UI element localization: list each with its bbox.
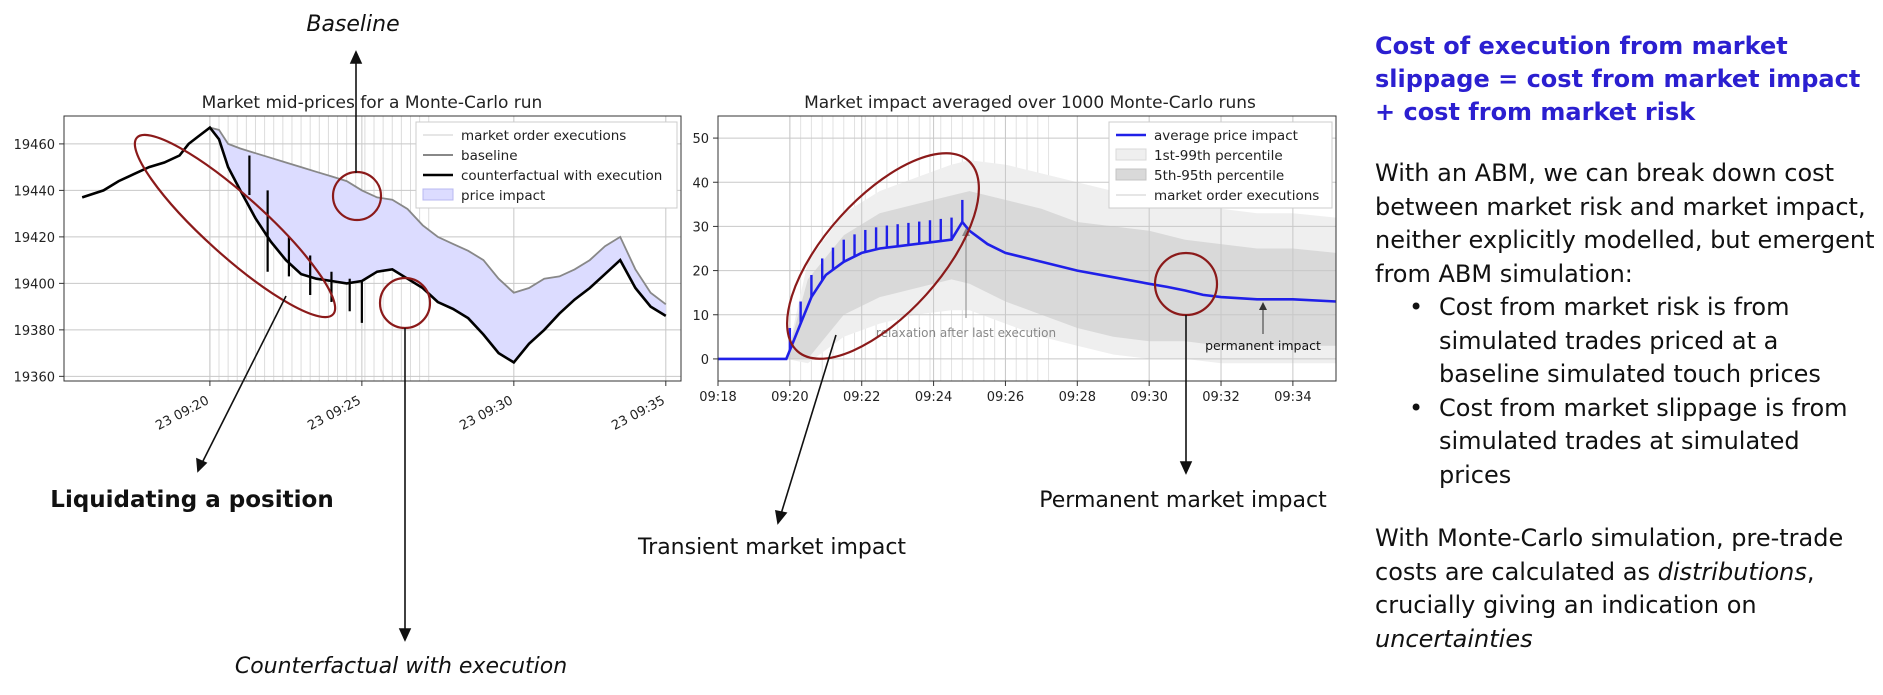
baseline-annotation: Baseline: [306, 12, 399, 37]
legend-label: market order executions: [461, 128, 626, 144]
x-tick-label: 09:28: [1059, 390, 1096, 405]
transient-annotation: Transient market impact: [637, 535, 906, 560]
x-tick-label: 09:24: [915, 390, 952, 405]
permanent-annotation: Permanent market impact: [1039, 488, 1327, 513]
legend-label: average price impact: [1154, 128, 1298, 144]
mc-text: With Monte-Carlo simulation, pre-trade c…: [1375, 524, 1844, 586]
x-tick-label: 09:30: [1130, 390, 1167, 405]
arrow-head-icon: [1179, 461, 1193, 475]
transient-ellipse: [786, 152, 980, 360]
x-tick-label: 23 09:30: [457, 393, 515, 434]
chart1-price-impact-area: [82, 127, 666, 363]
permanent-impact-label: permanent impact: [1205, 338, 1321, 353]
relaxation-label: relaxation after last execution: [876, 326, 1056, 340]
chart2-x-ticks: 09:18 09:20 09:22 09:24 09:26 09:28 09:30 09:32…: [699, 381, 1312, 405]
x-tick-label: 09:18: [699, 390, 736, 405]
y-tick-label: 19420: [14, 231, 55, 246]
panel-bullet: Cost from market slippage is from simula…: [1409, 392, 1875, 493]
panel-bullet: Cost from market risk is from simulated …: [1409, 291, 1875, 392]
y-tick-label: 30: [692, 220, 709, 235]
chart1-legend: market order executions baseline counter…: [415, 121, 678, 209]
mid-price-chart: Market mid-prices for a Monte-Carlo run …: [14, 93, 682, 434]
x-tick-label: 23 09:25: [305, 393, 363, 434]
x-tick-label: 09:22: [843, 390, 880, 405]
legend-label: baseline: [461, 148, 518, 164]
chart2-title: Market impact averaged over 1000 Monte-C…: [804, 93, 1256, 113]
highlight-shapes: [133, 133, 1219, 360]
x-tick-label: 23 09:20: [153, 393, 211, 434]
chart2-y-ticks: 0 10 20 30 40 50: [692, 132, 718, 368]
legend-swatch-1-99: [1115, 148, 1147, 161]
legend-label: 5th-95th percentile: [1154, 168, 1284, 184]
x-tick-label: 09:34: [1274, 390, 1311, 405]
chart1-price-spikes: [248, 155, 363, 323]
panel-bullet-list: Cost from market risk is from simulated …: [1375, 291, 1875, 492]
chart2-legend: average price impact 1st-99th percentile…: [1108, 121, 1333, 209]
x-tick-label: 09:20: [771, 390, 808, 405]
y-tick-label: 19380: [14, 324, 55, 339]
y-tick-label: 20: [692, 265, 709, 280]
x-tick-label: 23 09:35: [609, 393, 667, 434]
y-tick-label: 19360: [14, 370, 55, 385]
chart2-impact-sawtooth: [788, 199, 964, 351]
legend-label: price impact: [461, 188, 545, 204]
chart1-counterfactual-line: [81, 125, 667, 365]
counterfactual-circle: [378, 276, 432, 330]
arrow-head-icon: [398, 628, 412, 642]
chart1-y-ticks: 19360 19380 19400 19420 19440 19460: [14, 138, 64, 385]
x-tick-label: 09:32: [1202, 390, 1239, 405]
liquidating-annotation: Liquidating a position: [50, 487, 333, 513]
y-tick-label: 40: [692, 176, 709, 191]
y-tick-label: 19460: [14, 138, 55, 153]
legend-label: counterfactual with execution: [461, 168, 662, 184]
permanent-impact-annotation: permanent impact: [1205, 302, 1321, 353]
y-tick-label: 19400: [14, 277, 55, 292]
panel-headline: Cost of execution from market slippage =…: [1375, 32, 1861, 126]
legend-swatch-price-impact: [422, 188, 454, 201]
legend-label: 1st-99th percentile: [1154, 148, 1283, 164]
chart1-title: Market mid-prices for a Monte-Carlo run: [202, 93, 543, 113]
y-tick-label: 0: [701, 353, 709, 368]
legend-swatch-5-95: [1115, 168, 1147, 181]
mc-emphasis: uncertainties: [1375, 624, 1533, 653]
arrow-head-icon: [349, 50, 363, 64]
market-impact-chart: Market impact averaged over 1000 Monte-C…: [692, 93, 1337, 405]
y-tick-label: 19440: [14, 184, 55, 199]
y-tick-label: 10: [692, 309, 709, 324]
liquidation-ellipse: [133, 133, 337, 319]
panel-monte-carlo-note: With Monte-Carlo simulation, pre-trade c…: [1375, 522, 1875, 656]
chart2-frame: [717, 115, 1337, 382]
counterfactual-annotation: Counterfactual with execution: [235, 654, 567, 679]
chart2-5-95-percentile-band: [786, 191, 1336, 359]
mc-text: , crucially giving an indication on: [1375, 557, 1815, 620]
panel-intro: With an ABM, we can break down cost betw…: [1375, 159, 1875, 288]
chart2-average-impact-line: [718, 219, 1337, 361]
explanation-panel: Cost of execution from market slippage =…: [1375, 30, 1875, 656]
legend-label: market order executions: [1154, 188, 1319, 204]
y-tick-label: 50: [692, 132, 709, 147]
x-tick-label: 09:26: [987, 390, 1024, 405]
chart1-frame: [63, 115, 682, 382]
arrow-head-icon: [196, 457, 208, 473]
baseline-circle: [331, 170, 383, 222]
mc-emphasis: distributions: [1657, 557, 1807, 586]
callout-arrows: [196, 50, 1193, 642]
arrow-head-icon: [775, 509, 788, 525]
